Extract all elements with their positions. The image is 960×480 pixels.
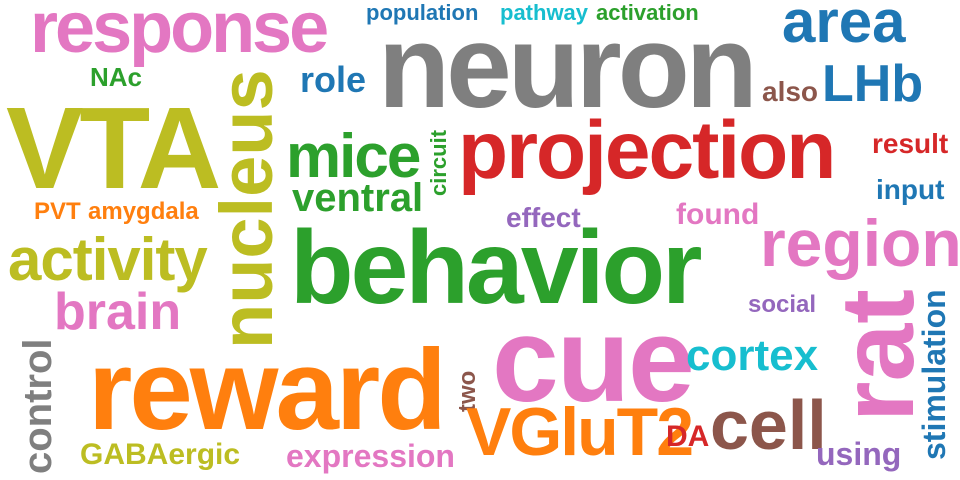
word-vta: VTA	[6, 83, 221, 213]
word-activity: activity	[8, 226, 208, 293]
word-effect: effect	[506, 202, 581, 233]
word-da: DA	[666, 420, 710, 453]
word-control: control	[16, 338, 60, 474]
word-rat: rat	[820, 289, 936, 422]
word-social: social	[748, 291, 817, 318]
word-reward: reward	[88, 327, 447, 454]
word-cortex: cortex	[686, 331, 819, 380]
word-vglut2: VGluT2	[466, 394, 694, 470]
word-brain: brain	[54, 283, 182, 341]
word-pathway: pathway	[500, 0, 589, 25]
word-stimulation: stimulation	[916, 289, 952, 460]
word-cue: cue	[492, 293, 695, 427]
word-lhb: LHb	[822, 55, 924, 113]
word-nucleus: nucleus	[205, 69, 288, 349]
word-pvt: PVT	[34, 198, 81, 225]
word-role: role	[300, 59, 367, 100]
word-found: found	[676, 198, 760, 231]
word-neuron: neuron	[378, 1, 758, 133]
word-response: response	[30, 0, 329, 68]
word-behavior: behavior	[290, 210, 702, 326]
word-expression: expression	[286, 438, 455, 474]
word-area: area	[782, 0, 906, 55]
word-mice: mice	[286, 122, 421, 191]
word-gabaergic: GABAergic	[80, 438, 241, 471]
word-cell: cell	[710, 386, 827, 464]
word-population: population	[366, 0, 479, 25]
word-ventral: ventral	[292, 176, 424, 220]
word-result: result	[872, 128, 949, 159]
word-using: using	[816, 436, 902, 472]
word-nac: NAc	[90, 62, 143, 92]
word-region: region	[760, 206, 960, 280]
word-projection: projection	[458, 105, 836, 196]
word-circuit: circuit	[426, 129, 451, 196]
word-also: also	[762, 76, 819, 107]
word-activation: activation	[596, 0, 699, 25]
word-amygdala: amygdala	[88, 198, 199, 225]
word-input: input	[876, 174, 945, 205]
